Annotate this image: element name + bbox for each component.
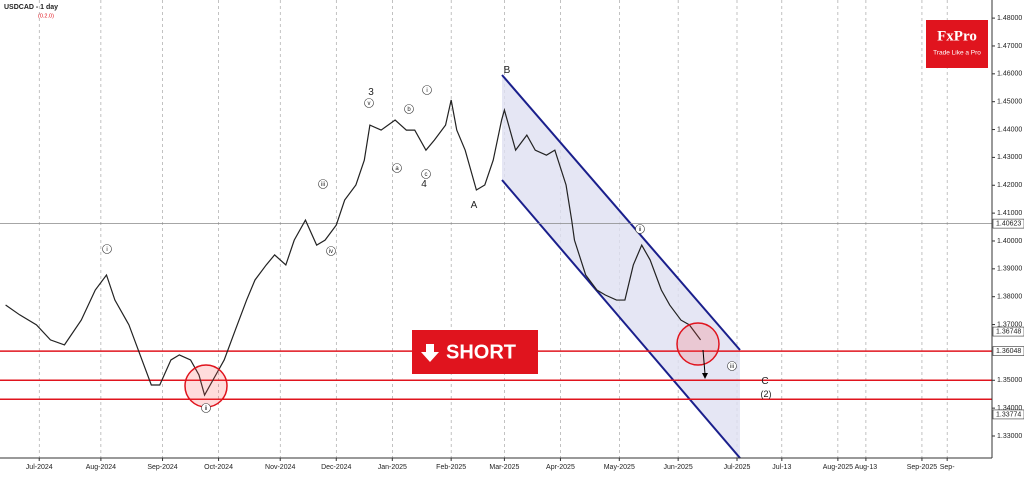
wave-label: A: [471, 200, 478, 211]
wave-label: i: [106, 247, 107, 253]
chart-title: USDCAD - 1 day: [4, 4, 58, 11]
channel-lower: [501, 179, 741, 459]
price-tag: [992, 346, 1024, 356]
wave-marker: [392, 163, 402, 173]
plot: [5, 99, 702, 397]
highlight-circle: [184, 364, 228, 408]
price-tag-label: 1.33774: [996, 411, 1021, 418]
wave-label: i: [426, 88, 427, 94]
wave-label: ii: [205, 406, 208, 412]
price-tag-label: 1.40623: [996, 220, 1021, 227]
wave-label: iv: [329, 249, 333, 255]
y-tick-label: 1.45000: [997, 99, 1022, 106]
y-tick-label: 1.47000: [997, 43, 1022, 50]
wave-label: iii: [730, 364, 734, 370]
logo-tagline: Trade Like a Pro: [933, 50, 981, 57]
channel-upper: [501, 74, 741, 351]
signal-label: SHORT: [446, 341, 516, 363]
x-tick-label: Aug-13: [855, 464, 878, 471]
logo: [926, 20, 988, 68]
wave-label: b: [407, 107, 411, 113]
x-tick-label: Aug-2024: [86, 464, 116, 471]
wave-label: iii: [321, 182, 325, 188]
price-tag-label: 1.36048: [996, 348, 1021, 355]
y-tick-label: 1.43000: [997, 154, 1022, 161]
y-tick-label: 1.42000: [997, 182, 1022, 189]
wave-marker: [364, 98, 374, 108]
logo-brand: FxPro: [937, 28, 977, 44]
x-tick-label: Apr-2025: [546, 464, 575, 471]
x-tick-label: Sep-: [940, 464, 955, 471]
wave-label: C: [761, 376, 768, 387]
wave-label: v: [368, 101, 371, 107]
x-tick-label: Jul-2024: [26, 464, 53, 471]
y-tick-label: 1.44000: [997, 126, 1022, 133]
price-tag: [992, 218, 1024, 229]
x-tick-label: Jul-2025: [724, 464, 751, 471]
wave-marker: [727, 361, 737, 371]
x-tick-label: Jun-2025: [664, 464, 693, 471]
x-tick-label: Feb-2025: [436, 464, 466, 471]
wave-label: (2): [761, 389, 772, 399]
wave-marker: [635, 224, 645, 234]
y-tick-label: 1.38000: [997, 294, 1022, 301]
y-tick-label: 1.37000: [997, 321, 1022, 328]
y-tick-label: 1.33000: [997, 433, 1022, 440]
y-tick-label: 1.41000: [997, 210, 1022, 217]
price-tag: [992, 409, 1024, 420]
y-tick-label: 1.34000: [997, 405, 1022, 412]
wave-marker: [326, 246, 336, 256]
wave-label: B: [504, 65, 511, 76]
x-tick-label: Dec-2024: [321, 464, 351, 471]
highlight-circle: [676, 322, 720, 366]
wave-marker: [201, 403, 211, 413]
y-tick-label: 1.35000: [997, 377, 1022, 384]
chart-subtitle: (0.2.0): [38, 13, 54, 19]
arrow-head: [702, 373, 708, 379]
x-tick-label: Oct-2024: [204, 464, 233, 471]
y-tick-label: 1.40000: [997, 238, 1022, 245]
price-tag: [992, 326, 1024, 337]
wave-marker: [422, 85, 432, 95]
x-tick-label: May-2025: [604, 464, 635, 471]
wave-label: 4: [421, 179, 427, 190]
x-tick-label: Jul-13: [772, 464, 791, 471]
x-tick-label: Mar-2025: [489, 464, 519, 471]
price-tag-label: 1.36748: [996, 328, 1021, 335]
wave-marker: [102, 244, 112, 254]
wave-marker: [421, 169, 431, 179]
wave-label: 3: [368, 87, 374, 98]
x-tick-label: Jan-2025: [378, 464, 407, 471]
wave-label: ii: [639, 227, 642, 233]
price-line: [5, 99, 702, 397]
arrow: [702, 349, 706, 375]
y-tick-label: 1.48000: [997, 15, 1022, 22]
x-tick-label: Nov-2024: [265, 464, 295, 471]
y-tick-label: 1.39000: [997, 266, 1022, 273]
wave-marker: [404, 104, 414, 114]
down-arrow-icon: [421, 344, 439, 362]
x-tick-label: Aug-2025: [823, 464, 853, 471]
y-tick-label: 1.46000: [997, 71, 1022, 78]
x-tick-label: Sep-2024: [147, 464, 177, 471]
wave-label: a: [395, 166, 399, 172]
wave-marker: [318, 179, 328, 189]
x-tick-label: Sep-2025: [907, 464, 937, 471]
wave-label: c: [425, 172, 428, 178]
